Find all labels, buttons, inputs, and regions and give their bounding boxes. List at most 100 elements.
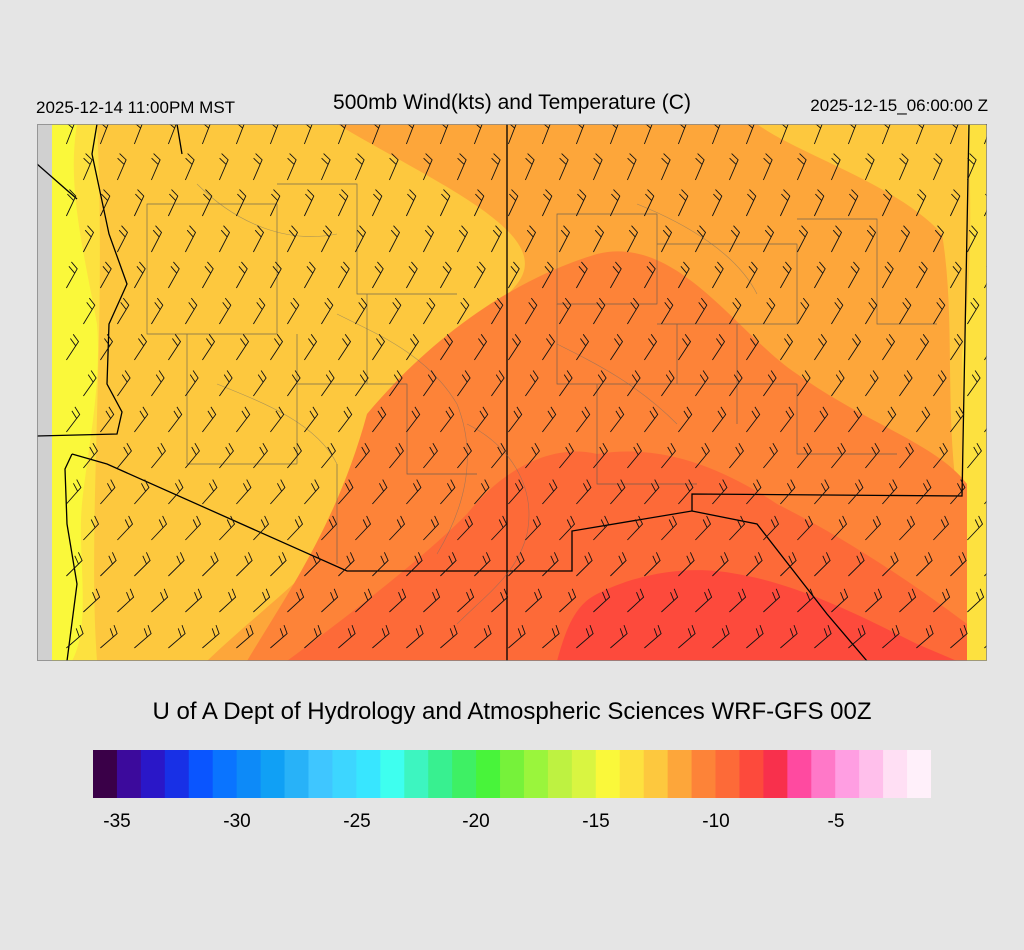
wind-barb bbox=[592, 153, 603, 181]
wind-barb bbox=[218, 225, 231, 253]
wind-barb bbox=[933, 370, 947, 397]
wind-barb bbox=[848, 552, 865, 577]
wind-barb bbox=[882, 261, 894, 289]
wind-barb bbox=[779, 189, 791, 217]
wind-barb bbox=[99, 189, 111, 217]
wind-barb bbox=[831, 588, 849, 613]
wind-barb bbox=[440, 406, 455, 433]
wind-barb bbox=[644, 552, 661, 577]
wind-barb bbox=[729, 370, 743, 397]
colorbar-swatch bbox=[547, 750, 573, 798]
wind-barb bbox=[507, 124, 517, 145]
colorbar-swatch bbox=[116, 750, 142, 798]
wind-barb bbox=[66, 261, 78, 289]
wind-barb bbox=[712, 261, 724, 289]
wind-barb bbox=[864, 225, 877, 253]
wind-barb bbox=[219, 588, 237, 613]
wind-barb bbox=[950, 334, 964, 361]
wind-barb bbox=[168, 334, 182, 361]
wind-barb bbox=[270, 261, 282, 289]
wind-barb bbox=[576, 479, 592, 505]
wind-barb bbox=[116, 225, 129, 253]
wind-barb bbox=[780, 479, 796, 505]
colorbar-swatch bbox=[93, 750, 118, 798]
wind-barb bbox=[745, 189, 757, 217]
wind-barb bbox=[933, 442, 948, 469]
wind-barb bbox=[593, 515, 610, 541]
wind-barb bbox=[797, 297, 810, 325]
colorbar-swatch bbox=[428, 750, 453, 798]
wind-barb bbox=[202, 261, 214, 289]
wind-barb bbox=[898, 153, 909, 181]
wind-barb bbox=[882, 479, 898, 505]
wind-barb bbox=[864, 153, 875, 181]
wind-barb bbox=[763, 515, 780, 541]
wind-barb bbox=[287, 442, 302, 469]
wind-barb bbox=[933, 515, 950, 541]
wind-barb bbox=[915, 124, 925, 145]
wind-barb bbox=[474, 334, 488, 361]
wind-barb bbox=[899, 297, 912, 325]
wind-barb bbox=[440, 334, 454, 361]
wind-barb bbox=[899, 442, 914, 469]
wind-barb bbox=[185, 442, 200, 469]
wind-barb bbox=[627, 515, 644, 541]
wind-barb bbox=[576, 261, 588, 289]
wind-barb bbox=[643, 124, 653, 145]
colorbar-swatch bbox=[739, 750, 764, 798]
wind-barb bbox=[729, 515, 746, 541]
wind-barb bbox=[592, 225, 605, 253]
colorbar-swatch bbox=[883, 750, 908, 798]
wind-barb bbox=[286, 153, 297, 181]
wind-barb bbox=[967, 588, 985, 613]
wind-barb bbox=[304, 406, 319, 433]
wind-barb bbox=[508, 261, 520, 289]
wind-barb bbox=[338, 261, 350, 289]
wind-barb bbox=[337, 124, 347, 145]
wind-barb bbox=[457, 297, 470, 325]
wind-barb bbox=[525, 442, 540, 469]
wind-barb bbox=[780, 624, 798, 649]
wind-barb bbox=[202, 552, 219, 577]
wind-barb bbox=[100, 406, 115, 433]
band-minus-16 bbox=[52, 124, 99, 661]
wind-barb bbox=[270, 406, 285, 433]
wind-barb bbox=[167, 124, 177, 145]
wind-barb bbox=[524, 153, 535, 181]
wind-barb bbox=[66, 334, 80, 361]
wind-barb bbox=[253, 515, 270, 541]
wind-barb bbox=[491, 442, 506, 469]
wind-barb bbox=[558, 225, 571, 253]
wind-barb bbox=[100, 261, 112, 289]
colorbar-swatch bbox=[523, 750, 549, 798]
wind-barb bbox=[898, 225, 911, 253]
wind-barb bbox=[337, 189, 349, 217]
wind-barb bbox=[899, 370, 913, 397]
wind-barb bbox=[219, 297, 232, 325]
wind-barb bbox=[287, 588, 305, 613]
wind-barb bbox=[134, 479, 150, 505]
wind-barb bbox=[474, 406, 489, 433]
wind-barb bbox=[66, 406, 81, 433]
wind-barb bbox=[151, 588, 169, 613]
wind-barb bbox=[372, 479, 388, 505]
wind-barb bbox=[151, 297, 164, 325]
wind-barb bbox=[813, 124, 823, 145]
wind-barb bbox=[609, 189, 621, 217]
wind-barb bbox=[202, 624, 220, 649]
wind-barb bbox=[626, 225, 639, 253]
wind-barb bbox=[865, 588, 883, 613]
wind-barb bbox=[405, 189, 417, 217]
wind-barb bbox=[695, 515, 712, 541]
wind-barb bbox=[678, 624, 696, 649]
wind-barb bbox=[287, 370, 301, 397]
wind-barb bbox=[168, 552, 185, 577]
wind-barb bbox=[253, 370, 267, 397]
wind-barb bbox=[269, 124, 279, 145]
wind-barb bbox=[559, 515, 576, 541]
wind-barb bbox=[967, 442, 982, 469]
wind-barb bbox=[814, 261, 826, 289]
wind-barb bbox=[575, 189, 587, 217]
wind-barb bbox=[967, 297, 980, 325]
colorbar-swatch bbox=[284, 750, 309, 798]
